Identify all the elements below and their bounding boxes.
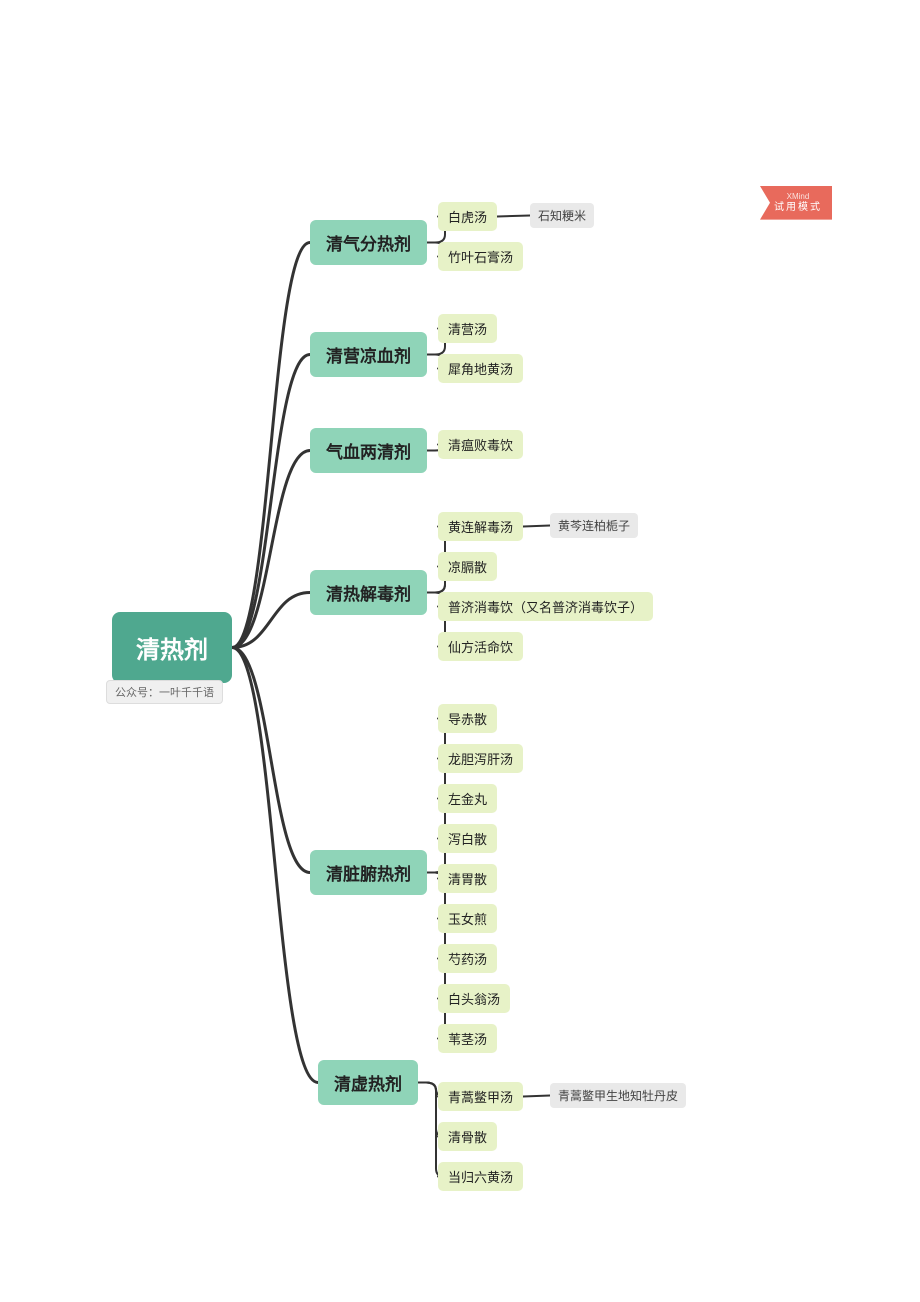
category-c5[interactable]: 清脏腑热剂 (310, 850, 427, 895)
leaf-3[interactable]: 犀角地黄汤 (438, 354, 523, 383)
leaf-17[interactable]: 苇茎汤 (438, 1024, 497, 1053)
leaf-14[interactable]: 玉女煎 (438, 904, 497, 933)
category-c4[interactable]: 清热解毒剂 (310, 570, 427, 615)
leaf-4[interactable]: 清瘟败毒饮 (438, 430, 523, 459)
leaf-16[interactable]: 白头翁汤 (438, 984, 510, 1013)
leaf-15[interactable]: 芍药汤 (438, 944, 497, 973)
category-c2[interactable]: 清营凉血剂 (310, 332, 427, 377)
leaf-10[interactable]: 龙胆泻肝汤 (438, 744, 523, 773)
leaf-0[interactable]: 白虎汤 (438, 202, 497, 231)
leaf-11[interactable]: 左金丸 (438, 784, 497, 813)
leaf-12[interactable]: 泻白散 (438, 824, 497, 853)
leaf-7[interactable]: 普济消毒饮（又名普济消毒饮子） (438, 592, 653, 621)
leaf-5-note[interactable]: 黄芩连柏栀子 (550, 513, 638, 538)
leaf-6[interactable]: 凉膈散 (438, 552, 497, 581)
leaf-13[interactable]: 清胃散 (438, 864, 497, 893)
leaf-20[interactable]: 当归六黄汤 (438, 1162, 523, 1191)
leaf-19[interactable]: 清骨散 (438, 1122, 497, 1151)
subtitle-label: 公众号：一叶千千语 (106, 680, 223, 704)
category-c1[interactable]: 清气分热剂 (310, 220, 427, 265)
leaf-5[interactable]: 黄连解毒汤 (438, 512, 523, 541)
leaf-18[interactable]: 青蒿鳖甲汤 (438, 1082, 523, 1111)
leaf-0-note[interactable]: 石知粳米 (530, 203, 594, 228)
category-c6[interactable]: 清虚热剂 (318, 1060, 418, 1105)
leaf-8[interactable]: 仙方活命饮 (438, 632, 523, 661)
root-node[interactable]: 清热剂 (112, 612, 232, 683)
category-c3[interactable]: 气血两清剂 (310, 428, 427, 473)
leaf-18-note[interactable]: 青蒿鳖甲生地知牡丹皮 (550, 1083, 686, 1108)
xmind-watermark: XMind试用模式 (760, 186, 832, 220)
leaf-1[interactable]: 竹叶石膏汤 (438, 242, 523, 271)
leaf-2[interactable]: 清营汤 (438, 314, 497, 343)
leaf-9[interactable]: 导赤散 (438, 704, 497, 733)
mindmap-canvas: 清热剂公众号：一叶千千语 清气分热剂清营凉血剂气血两清剂清热解毒剂清脏腑热剂清虚热… (0, 0, 920, 1302)
